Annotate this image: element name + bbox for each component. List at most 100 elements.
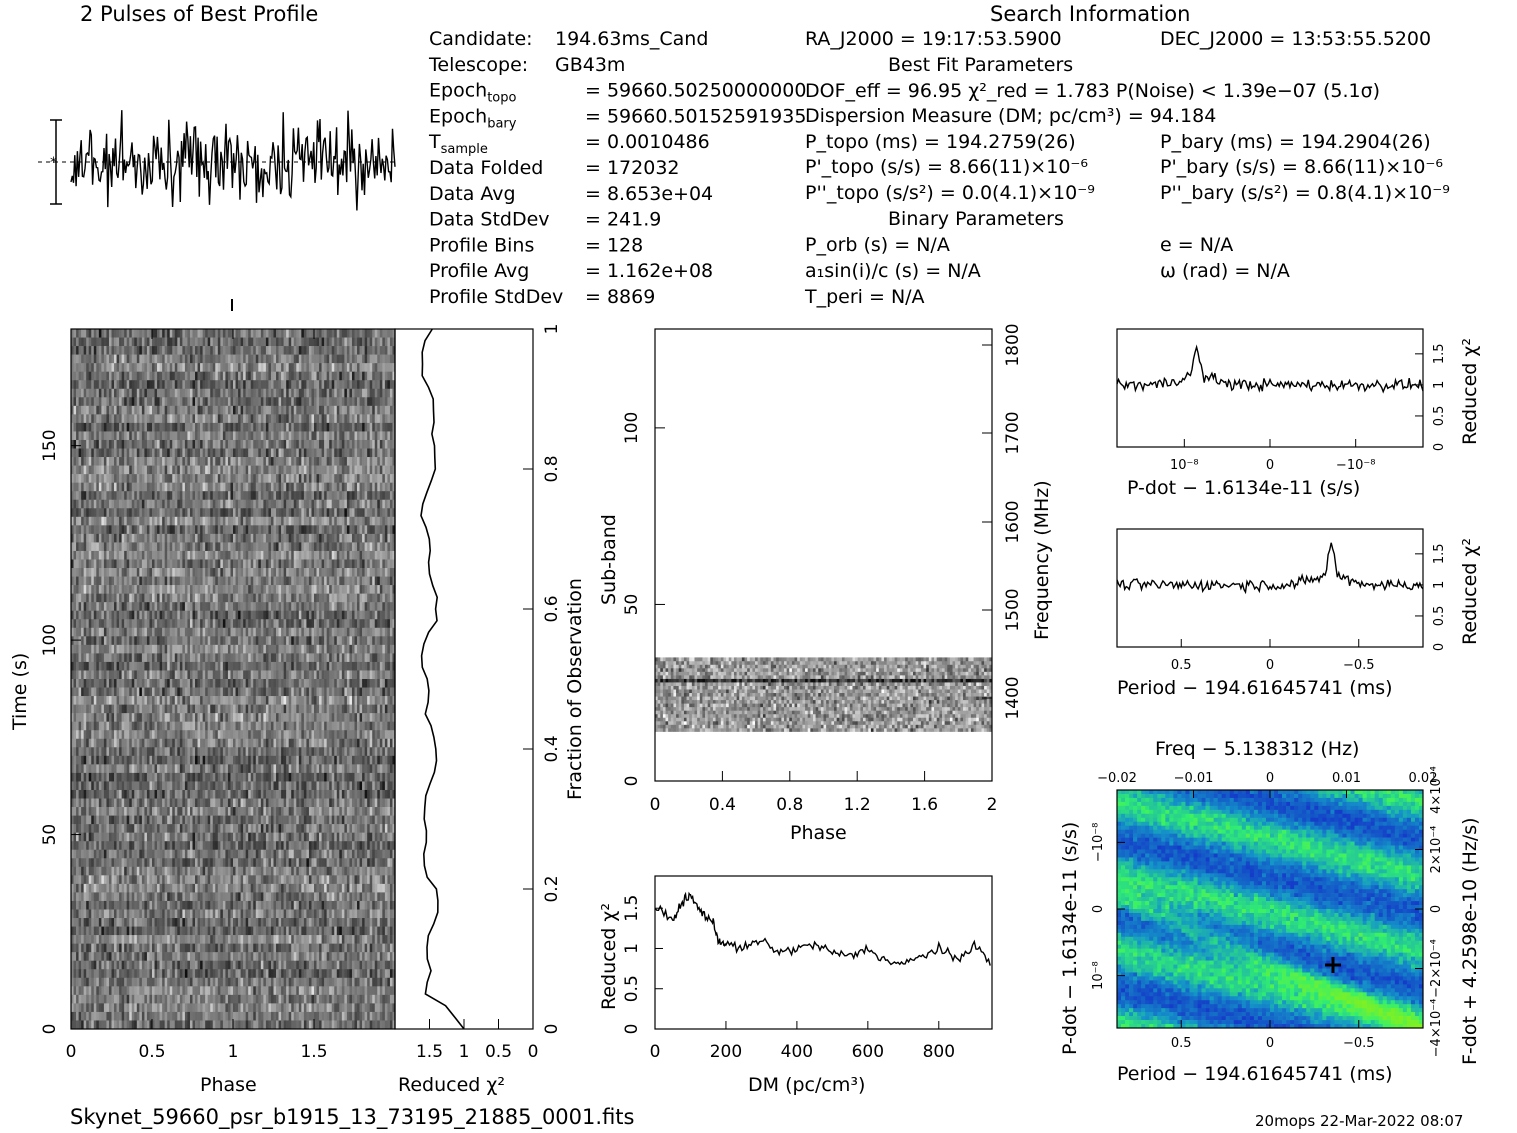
time-phase-cell — [319, 337, 322, 347]
time-phase-cell — [306, 576, 310, 586]
time-phase-cell — [86, 602, 90, 612]
time-phase-cell — [126, 568, 130, 577]
time-phase-cell — [124, 516, 127, 526]
time-phase-cell — [288, 337, 292, 347]
time-phase-cell — [230, 457, 234, 466]
time-phase-cell — [339, 585, 343, 594]
time-phase-cell — [311, 414, 315, 424]
time-phase-cell — [230, 405, 234, 415]
time-phase-cell — [129, 636, 133, 646]
time-phase-cell — [296, 619, 300, 629]
time-phase-cell — [225, 619, 229, 629]
time-phase-cell — [116, 354, 120, 364]
time-phase-cell — [162, 363, 165, 372]
time-phase-cell — [189, 602, 193, 612]
time-phase-cell — [255, 627, 259, 637]
time-phase-cell — [273, 533, 277, 543]
time-phase-cell — [379, 568, 383, 577]
time-phase-cell — [377, 371, 381, 381]
time-phase-cell — [238, 457, 241, 466]
time-phase-cell — [339, 482, 343, 492]
time-phase-cell — [324, 533, 327, 543]
time-phase-cell — [174, 533, 178, 543]
time-phase-cell — [344, 576, 348, 586]
time-phase-cell — [346, 516, 350, 526]
time-phase-cell — [324, 516, 327, 526]
time-phase-cell — [346, 550, 350, 560]
time-phase-cell — [293, 439, 297, 449]
time-phase-cell — [339, 371, 343, 381]
time-phase-cell — [258, 602, 262, 612]
time-phase-cell — [250, 619, 254, 629]
time-phase-cell — [197, 525, 201, 535]
time-phase-cell — [245, 653, 249, 663]
time-phase-cell — [222, 465, 226, 475]
time-phase-cell — [131, 329, 135, 338]
time-phase-cell — [349, 636, 353, 646]
time-phase-cell — [129, 627, 133, 637]
time-phase-cell — [281, 414, 284, 424]
time-phase-cell — [91, 474, 95, 483]
time-phase-cell — [225, 516, 229, 526]
time-phase-cell — [207, 559, 211, 569]
time-phase-cell — [106, 363, 110, 372]
time-phase-cell — [308, 499, 312, 509]
time-phase-cell — [369, 405, 373, 415]
time-phase-cell — [240, 568, 244, 577]
time-phase-cell — [303, 422, 307, 432]
time-phase-cell — [101, 439, 105, 449]
time-phase-cell — [334, 491, 338, 501]
time-phase-cell — [78, 465, 82, 475]
time-phase-cell — [389, 329, 393, 338]
time-phase-cell — [73, 627, 77, 637]
time-phase-cell — [286, 397, 289, 407]
time-phase-cell — [235, 457, 239, 466]
time-phase-cell — [71, 508, 74, 518]
time-phase-cell — [344, 405, 348, 415]
time-phase-cell — [311, 457, 315, 466]
time-phase-cell — [346, 363, 350, 372]
time-phase-cell — [73, 619, 77, 629]
time-phase-cell — [379, 371, 383, 381]
time-phase-cell — [76, 337, 79, 347]
time-phase-cell — [331, 636, 335, 646]
time-phase-cell — [268, 346, 272, 355]
time-phase-cell — [149, 354, 153, 364]
time-phase-cell — [374, 499, 378, 509]
time-phase-cell — [377, 542, 381, 552]
time-phase-cell — [240, 602, 244, 612]
time-phase-cell — [278, 533, 282, 543]
time-phase-cell — [220, 593, 224, 603]
time-phase-cell — [174, 371, 178, 381]
time-phase-cell — [240, 363, 244, 372]
time-phase-cell — [235, 576, 239, 586]
time-phase-cell — [357, 397, 360, 407]
time-phase-cell — [301, 457, 305, 466]
time-phase-cell — [364, 576, 368, 586]
time-phase-cell — [263, 431, 267, 441]
time-phase-cell — [240, 576, 244, 586]
time-phase-cell — [278, 542, 282, 552]
info-value: = 1.162e+08 — [585, 260, 713, 282]
time-phase-cell — [172, 576, 176, 586]
time-phase-cell — [164, 474, 168, 483]
time-phase-cell — [121, 397, 125, 407]
time-phase-cell — [78, 414, 82, 424]
time-phase-cell — [146, 405, 150, 415]
time-phase-cell — [189, 585, 193, 594]
time-phase-cell — [235, 354, 239, 364]
time-phase-cell — [106, 653, 110, 663]
time-phase-cell — [341, 542, 345, 552]
time-phase-cell — [293, 465, 297, 475]
time-phase-cell — [303, 499, 307, 509]
time-phase-cell — [126, 448, 130, 458]
time-phase-cell — [326, 525, 330, 535]
time-phase-cell — [225, 474, 229, 483]
time-phase-cell — [389, 388, 393, 398]
time-phase-cell — [78, 405, 82, 415]
time-phase-cell — [182, 405, 186, 415]
time-phase-cell — [76, 474, 79, 483]
time-phase-cell — [78, 499, 82, 509]
time-phase-cell — [283, 482, 287, 492]
time-phase-cell — [311, 644, 315, 654]
